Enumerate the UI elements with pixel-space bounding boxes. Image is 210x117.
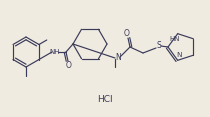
- Text: HN: HN: [169, 36, 180, 42]
- Text: O: O: [124, 29, 130, 38]
- Text: HCl: HCl: [97, 95, 113, 104]
- Text: N: N: [115, 53, 121, 62]
- Text: NH: NH: [50, 49, 60, 55]
- Text: O: O: [66, 60, 71, 69]
- Text: N: N: [176, 52, 181, 58]
- Text: S: S: [157, 42, 161, 51]
